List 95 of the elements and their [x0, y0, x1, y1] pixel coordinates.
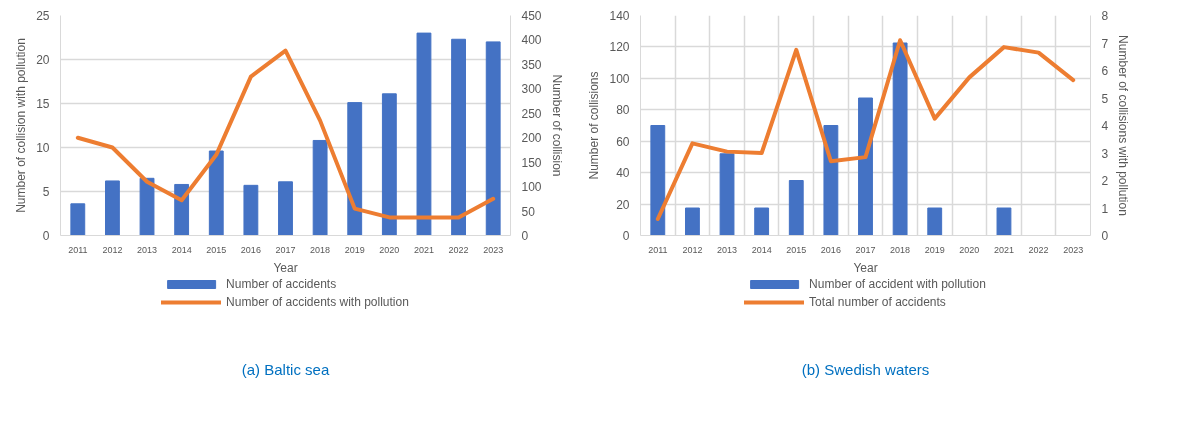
y2-tick-label: 450 — [521, 9, 542, 23]
x-tick-label: 2015 — [206, 244, 227, 255]
x-tick-label: 2013 — [717, 244, 738, 255]
x-tick-label: 2019 — [924, 244, 945, 255]
y-tick-label: 120 — [609, 40, 630, 55]
x-tick-label: 2016 — [240, 244, 261, 255]
y2-tick-label: 150 — [521, 155, 542, 170]
x-tick-label: 2012 — [682, 244, 703, 255]
x-tick-label: 2020 — [959, 244, 980, 255]
y-tick-label: 0 — [622, 229, 630, 243]
bar — [996, 207, 1012, 236]
line-series — [75, 48, 496, 220]
y2-tick-label: 6 — [1101, 64, 1109, 78]
y2-tick-label: 2 — [1101, 174, 1109, 188]
bar — [719, 153, 735, 236]
y2-tick-label: 7 — [1101, 36, 1109, 51]
x-tick-label: 2022 — [1028, 244, 1049, 255]
legend-label: Total number of accidents — [809, 295, 946, 309]
bar — [927, 207, 943, 236]
y-axis-title: Number of collision with pollution — [14, 38, 29, 213]
bar — [650, 125, 666, 236]
y-tick-label: 10 — [36, 141, 50, 155]
bar — [139, 177, 155, 236]
bar — [685, 207, 700, 236]
text: (b) Swedish waters — [801, 360, 930, 378]
y2-axis-title: Number of collision — [549, 74, 564, 177]
y-tick-label: 20 — [616, 197, 630, 212]
y-tick-label: 40 — [616, 166, 630, 181]
y2-tick-label: 350 — [521, 57, 542, 72]
y-tick-label: 15 — [36, 97, 50, 111]
x-tick-label: 2016 — [820, 244, 841, 255]
bar — [70, 203, 86, 236]
bar — [208, 150, 224, 236]
x-tick-label: 2020 — [379, 244, 400, 255]
y2-tick-label: 4 — [1101, 119, 1109, 133]
y-tick-label: 60 — [616, 134, 630, 149]
line-series — [655, 38, 1076, 221]
bar — [243, 184, 259, 236]
y2-tick-label: 250 — [521, 106, 542, 121]
bar — [278, 181, 293, 236]
bar — [485, 41, 501, 236]
legend-label: Number of accident with pollution — [809, 277, 986, 291]
x-tick-label: 2023 — [483, 244, 504, 255]
y-tick-label: 0 — [42, 229, 50, 243]
bar — [892, 42, 908, 236]
bar — [823, 125, 839, 236]
x-tick-label: 2013 — [137, 244, 158, 255]
y2-tick-label: 8 — [1101, 9, 1109, 23]
x-tick-label: 2017 — [855, 244, 876, 255]
x-tick-label: 2021 — [993, 244, 1014, 255]
x-tick-label: 2012 — [102, 244, 123, 255]
bar — [381, 93, 397, 236]
bar — [858, 97, 873, 236]
y2-tick-label: 200 — [521, 131, 542, 146]
text: (a) Baltic sea — [241, 360, 330, 378]
x-tick-label: 2022 — [448, 244, 469, 255]
legend-label: Number of accidents with pollution — [226, 295, 409, 309]
x-tick-label: 2019 — [344, 244, 365, 255]
y-tick-label: 140 — [609, 9, 630, 23]
x-axis-title: Year — [853, 260, 878, 275]
legend-label: Number of accidents — [226, 277, 337, 291]
x-tick-label: 2011 — [68, 244, 88, 255]
x-tick-label: 2014 — [171, 244, 192, 255]
x-tick-label: 2023 — [1063, 244, 1084, 255]
y2-tick-label: 400 — [521, 33, 542, 48]
y2-tick-label: 0 — [521, 229, 529, 243]
x-tick-label: 2011 — [648, 244, 668, 255]
y2-axis-title: Number of collisions with pollution — [1116, 35, 1131, 216]
y2-tick-label: 300 — [521, 82, 542, 97]
y2-tick-label: 5 — [1101, 91, 1109, 106]
bar — [312, 139, 328, 236]
x-tick-label: 2018 — [310, 244, 331, 255]
y-tick-label: 100 — [609, 71, 630, 86]
bar — [347, 102, 363, 236]
y-tick-label: 20 — [36, 53, 50, 67]
y2-tick-label: 3 — [1101, 146, 1109, 161]
x-tick-label: 2014 — [751, 244, 772, 255]
x-tick-label: 2015 — [786, 244, 807, 255]
x-tick-label: 2017 — [275, 244, 296, 255]
bar — [754, 207, 770, 236]
y-axis-title: Number of collisions — [587, 71, 602, 180]
bar — [451, 38, 466, 236]
y2-tick-label: 50 — [521, 204, 536, 219]
x-tick-label: 2021 — [413, 244, 434, 255]
y-tick-label: 25 — [36, 9, 50, 23]
bar — [105, 180, 120, 236]
x-tick-label: 2018 — [890, 244, 911, 255]
y2-tick-label: 1 — [1101, 201, 1109, 216]
x-axis-title: Year — [273, 260, 298, 275]
y2-tick-label: 0 — [1101, 229, 1109, 243]
bar — [788, 180, 804, 236]
y2-tick-label: 100 — [521, 180, 542, 195]
bar — [416, 32, 432, 236]
y-tick-label: 80 — [616, 103, 630, 118]
y-tick-label: 5 — [42, 185, 50, 199]
